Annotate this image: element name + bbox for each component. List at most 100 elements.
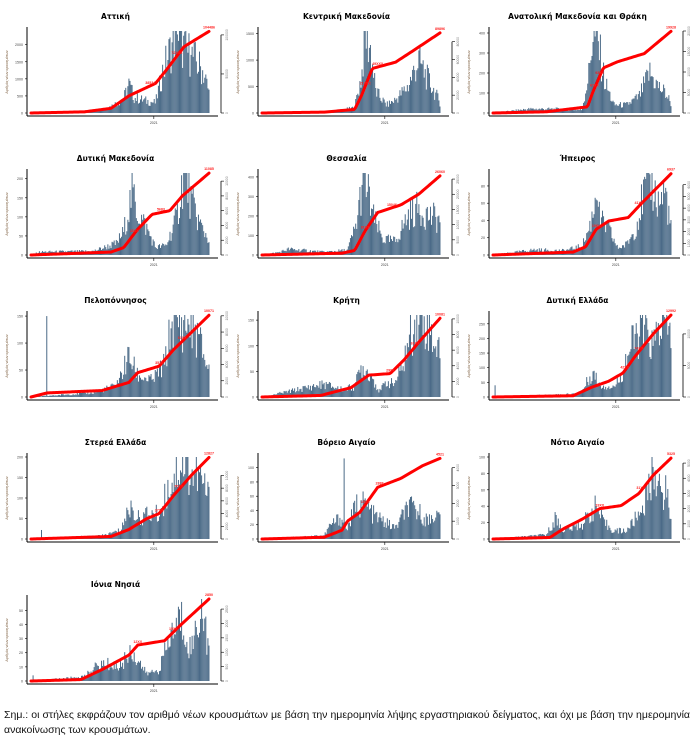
daily-cases-bar	[419, 45, 421, 113]
daily-cases-bar	[156, 98, 158, 113]
daily-cases-bar	[634, 511, 636, 539]
daily-cases-bar	[558, 527, 560, 539]
daily-cases-bar	[290, 389, 292, 397]
daily-cases-bar	[639, 220, 641, 255]
daily-cases-bar	[198, 472, 200, 539]
daily-cases-bar	[421, 215, 423, 255]
daily-cases-bar	[106, 385, 108, 397]
daily-cases-bar	[412, 69, 414, 113]
daily-cases-bar	[583, 523, 585, 539]
daily-cases-bar	[107, 109, 109, 113]
daily-cases-bar	[154, 516, 156, 539]
y-tick-label: 0	[252, 538, 254, 542]
daily-cases-bar	[423, 517, 425, 539]
chart-panel-8: Κρήτη 0 50 100 150 0 2000 4000 6000 8000 10000 Αριθ…	[231, 284, 462, 424]
daily-cases-bar	[178, 484, 180, 539]
daily-cases-bar	[585, 512, 587, 539]
cumulative-label: 6937	[667, 168, 675, 172]
cumulative-cases-line	[491, 456, 673, 541]
daily-cases-bar	[407, 91, 409, 113]
daily-cases-bar	[170, 73, 172, 113]
daily-cases-bar	[182, 457, 184, 539]
daily-cases-bar	[616, 528, 618, 539]
daily-cases-bar	[435, 216, 437, 255]
daily-cases-bar	[664, 317, 666, 397]
daily-cases-bar	[437, 512, 439, 539]
x-tick-label: 2021	[612, 263, 620, 267]
daily-cases-bar	[94, 111, 96, 113]
cumulative-label: 38534	[145, 81, 155, 85]
daily-cases-bar	[376, 390, 378, 397]
daily-cases-bar	[623, 245, 625, 255]
daily-cases-bar	[617, 382, 619, 397]
daily-cases-bar	[106, 667, 108, 681]
y2-tick-label: 2000	[456, 499, 460, 507]
daily-cases-bar	[372, 378, 374, 397]
daily-cases-bar	[171, 321, 173, 397]
daily-cases-bar	[424, 69, 426, 113]
daily-cases-bar	[432, 91, 434, 113]
daily-cases-bar	[610, 227, 612, 255]
daily-cases-bar	[647, 70, 649, 113]
daily-cases-bar	[135, 100, 137, 113]
daily-cases-bar	[630, 349, 632, 397]
footnote: Σημ.: οι στήλες εκφράζουν τον αριθμό νέω…	[4, 709, 690, 736]
daily-cases-bar	[614, 529, 616, 539]
chart-plot: 01002003004000500010000150002000025000Αρ…	[236, 169, 460, 267]
daily-cases-bar	[646, 173, 648, 255]
daily-cases-bar	[130, 655, 132, 681]
daily-cases-bar	[187, 653, 189, 681]
daily-cases-bar	[86, 676, 88, 681]
daily-cases-bar	[392, 240, 394, 255]
daily-cases-bar	[590, 383, 592, 397]
daily-cases-bar	[150, 101, 152, 113]
chart-title: Στερεά Ελλάδα	[84, 438, 147, 447]
daily-cases-bar	[627, 102, 629, 113]
daily-cases-bar	[161, 91, 163, 113]
daily-cases-bar	[128, 514, 130, 539]
y-tick-label: 0	[483, 112, 485, 116]
daily-cases-bar	[191, 348, 193, 397]
y-tick-label: 100	[17, 342, 23, 346]
daily-cases-bar	[623, 528, 625, 539]
daily-cases-bar	[298, 391, 300, 397]
daily-cases-bar	[105, 389, 107, 397]
daily-cases-bar	[56, 395, 58, 397]
daily-cases-bar	[175, 31, 177, 113]
daily-cases-bar	[118, 532, 120, 539]
daily-cases-bar	[165, 346, 167, 397]
cumulative-label: 61XX	[411, 342, 420, 346]
y2-tick-label: 6000	[456, 346, 460, 354]
y2-tick-label: 10000	[456, 314, 460, 324]
daily-cases-bar	[566, 528, 568, 539]
daily-cases-bar	[336, 514, 338, 539]
daily-cases-bar	[131, 659, 133, 681]
daily-cases-bar	[168, 647, 170, 681]
daily-cases-bar	[603, 385, 605, 397]
y2-tick-label: 0	[687, 538, 691, 540]
daily-cases-bar	[640, 184, 642, 255]
daily-cases-bar	[194, 42, 196, 113]
y-axis-label: Αριθμός νέων κρουσμάτων	[467, 192, 471, 235]
daily-cases-bar	[68, 394, 70, 397]
daily-cases-bar	[652, 77, 654, 113]
daily-cases-bar	[374, 387, 376, 397]
daily-cases-bar	[573, 524, 575, 539]
daily-cases-bar	[423, 226, 425, 255]
daily-cases-bar	[156, 521, 158, 539]
daily-cases-bar	[47, 395, 49, 397]
daily-cases-bar	[587, 512, 589, 539]
daily-cases-bar	[137, 103, 139, 113]
daily-cases-bar	[420, 315, 422, 397]
daily-cases-bar	[185, 173, 187, 255]
chart-title: Κρήτη	[333, 296, 360, 305]
daily-cases-bar	[664, 193, 666, 255]
daily-cases-bar	[356, 374, 358, 397]
daily-cases-bar	[670, 106, 672, 113]
daily-cases-bar	[371, 374, 373, 397]
daily-cases-bar	[133, 520, 135, 539]
daily-cases-bar	[360, 500, 362, 539]
daily-cases-bar	[93, 111, 95, 113]
daily-cases-bar	[431, 92, 433, 113]
daily-cases-bar	[576, 249, 578, 255]
